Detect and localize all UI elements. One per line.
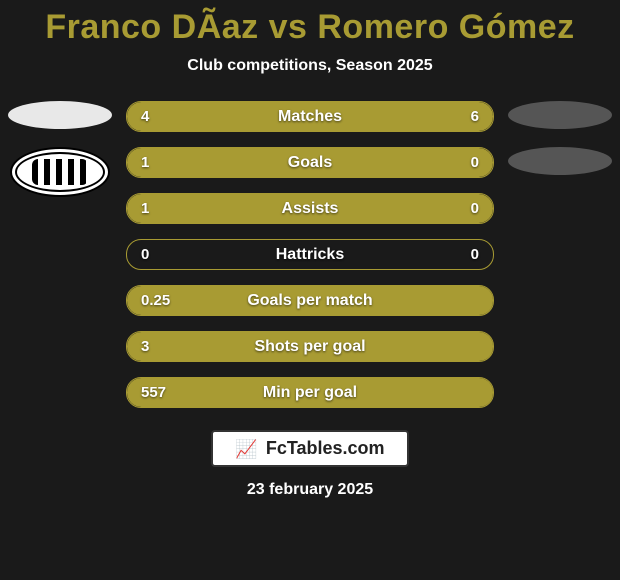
left-player-col	[0, 101, 120, 408]
watermark: 📈 FcTables.com	[211, 430, 408, 467]
stat-bar: 3Shots per goal	[126, 331, 494, 362]
right-player-oval-1	[508, 101, 612, 129]
stat-label: Goals per match	[127, 286, 493, 315]
stat-label: Shots per goal	[127, 332, 493, 361]
stat-bar: 1Goals0	[126, 147, 494, 178]
stat-label: Hattricks	[127, 240, 493, 269]
stat-bar: 0.25Goals per match	[126, 285, 494, 316]
left-player-oval	[8, 101, 112, 129]
stat-label: Assists	[127, 194, 493, 223]
stat-bar: 1Assists0	[126, 193, 494, 224]
stat-label: Min per goal	[127, 378, 493, 407]
right-player-col	[500, 101, 620, 408]
stat-value-right: 0	[457, 240, 493, 269]
stat-label: Matches	[127, 102, 493, 131]
club-badge-ring	[15, 152, 105, 192]
stat-value-right: 6	[457, 102, 493, 131]
stat-value-right	[465, 286, 493, 315]
subtitle: Club competitions, Season 2025	[187, 57, 432, 75]
stats-column: 4Matches61Goals01Assists00Hattricks00.25…	[120, 101, 500, 408]
watermark-text: FcTables.com	[266, 438, 385, 459]
date: 23 february 2025	[247, 481, 373, 499]
stat-value-right	[465, 332, 493, 361]
comparison-card: Franco DÃ­az vs Romero Gómez Club compet…	[0, 0, 620, 580]
right-player-oval-2	[508, 147, 612, 175]
stat-value-right: 0	[457, 194, 493, 223]
left-club-badge	[10, 147, 110, 197]
stat-label: Goals	[127, 148, 493, 177]
stat-value-right: 0	[457, 148, 493, 177]
page-title: Franco DÃ­az vs Romero Gómez	[45, 8, 574, 47]
stat-bar: 4Matches6	[126, 101, 494, 132]
stat-value-right	[465, 378, 493, 407]
stat-bar: 0Hattricks0	[126, 239, 494, 270]
chart-icon: 📈	[235, 440, 257, 458]
stat-bar: 557Min per goal	[126, 377, 494, 408]
main-row: 4Matches61Goals01Assists00Hattricks00.25…	[0, 101, 620, 408]
